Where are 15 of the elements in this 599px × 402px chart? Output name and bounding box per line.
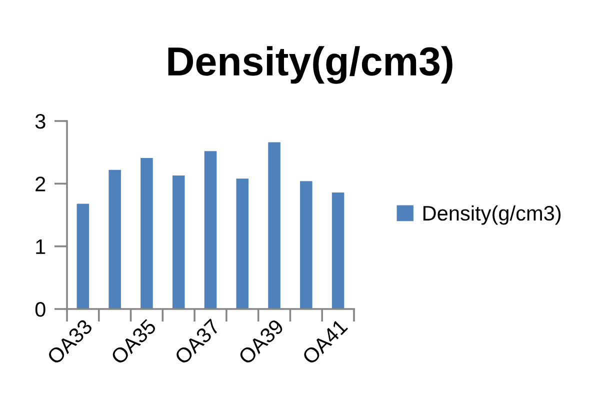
- chart-title: Density(g/cm3): [168, 46, 452, 84]
- bar: [300, 181, 312, 309]
- y-tick-label: 3: [35, 114, 46, 129]
- bar: [172, 176, 185, 309]
- bar: [108, 170, 121, 309]
- bar: [332, 192, 344, 309]
- y-tick-label: 1: [36, 240, 46, 254]
- bar: [268, 142, 280, 309]
- legend-label: Density(g/cm3): [423, 205, 561, 225]
- y-tick-label: 0: [35, 302, 46, 317]
- bar: [204, 151, 217, 309]
- bar: [140, 158, 153, 309]
- bar: [76, 204, 90, 309]
- bar: [236, 178, 249, 309]
- y-tick-label: 2: [36, 176, 46, 192]
